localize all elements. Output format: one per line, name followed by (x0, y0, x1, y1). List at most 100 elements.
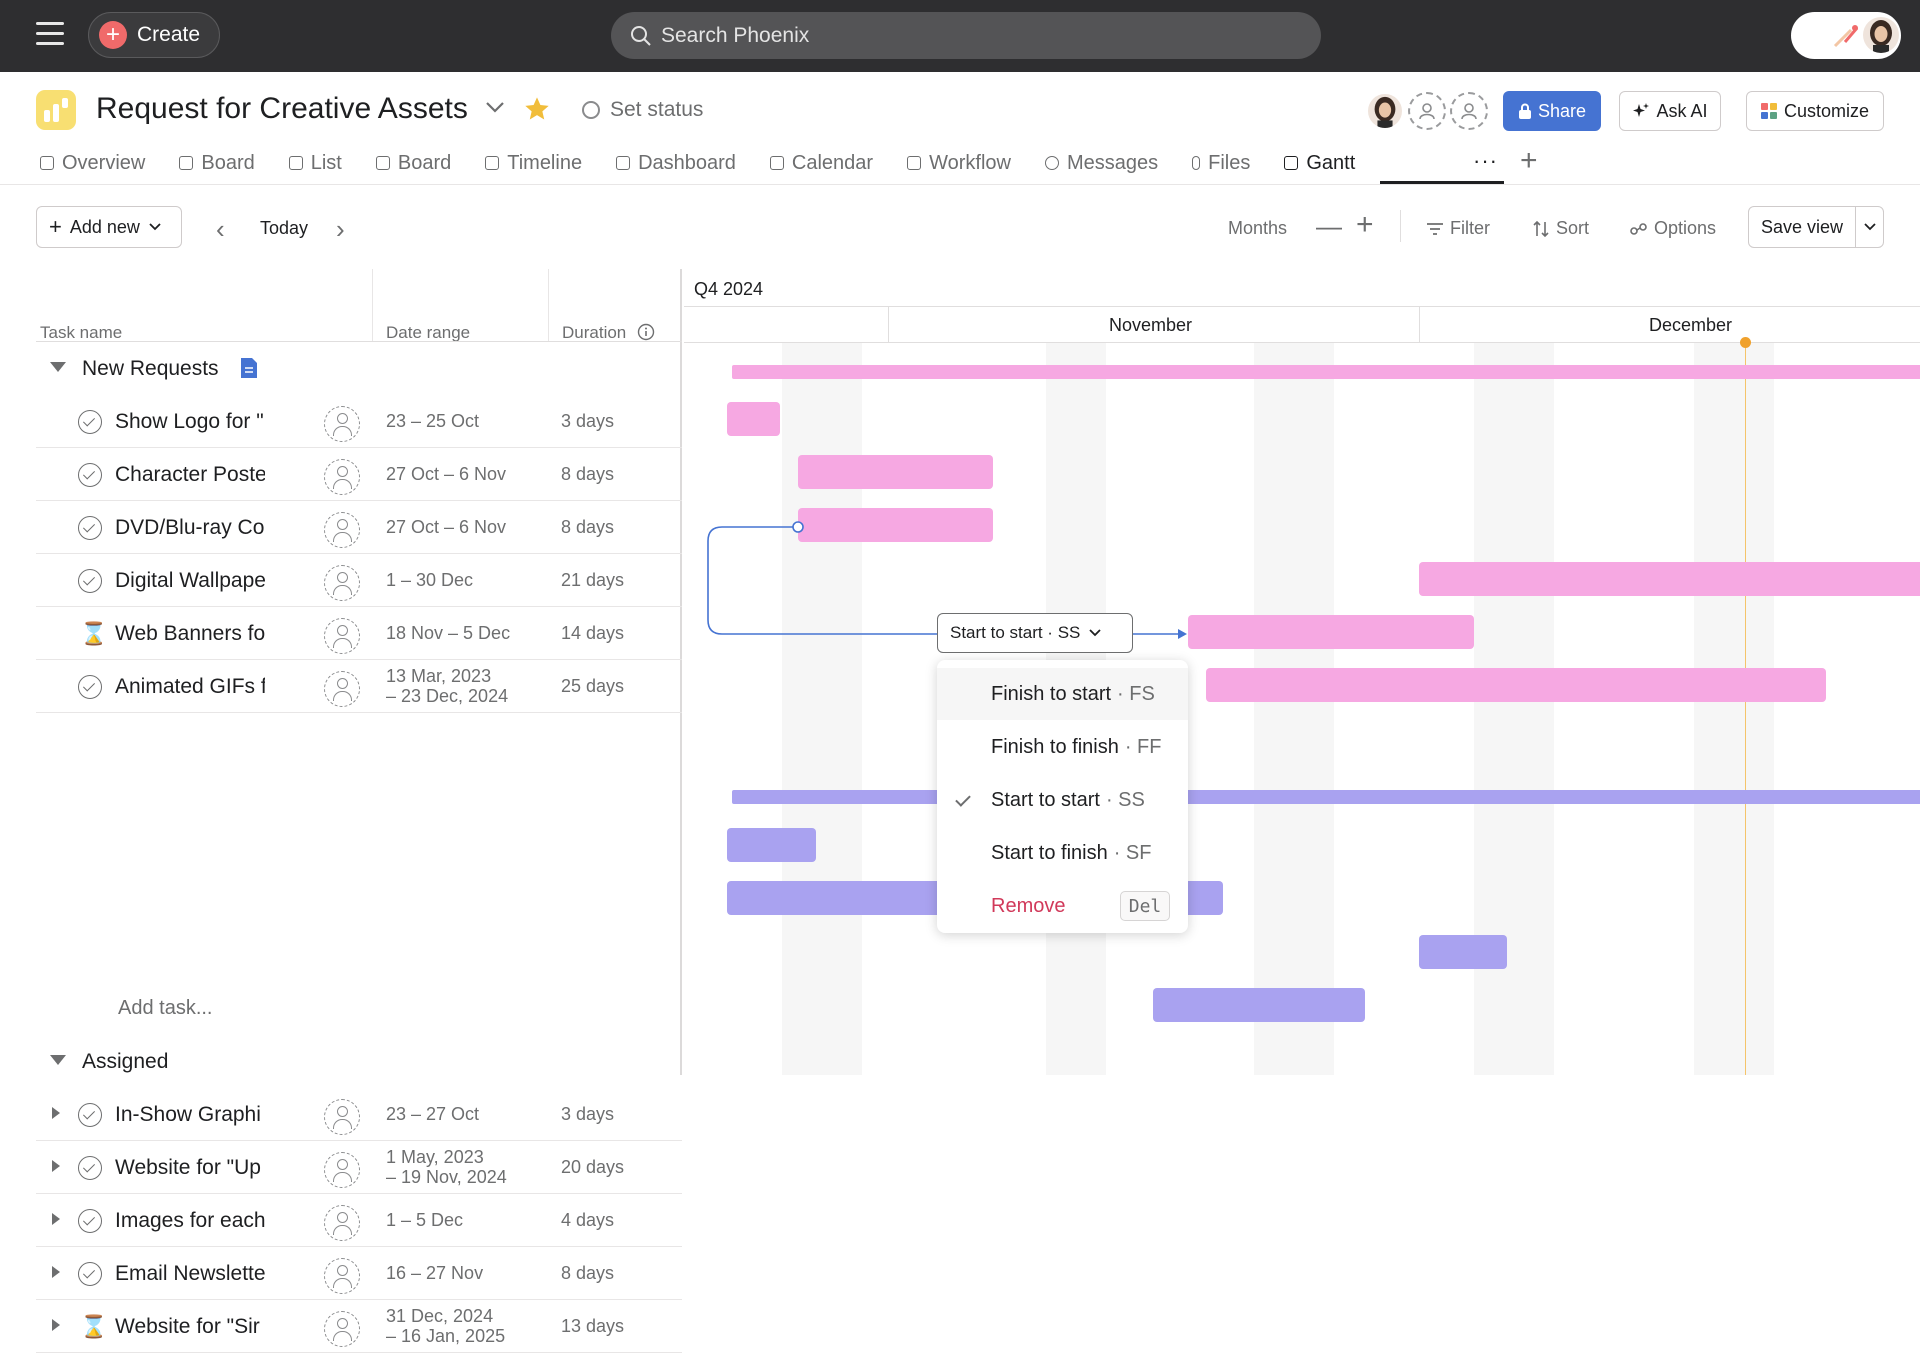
column-header-task-name[interactable]: Task name (40, 323, 123, 342)
check-icon[interactable] (78, 675, 102, 699)
column-header-date-range[interactable]: Date range (386, 323, 471, 342)
tab-calendar[interactable]: Calendar (769, 148, 873, 178)
tab-timeline[interactable]: Timeline (485, 148, 582, 178)
tab-dashboard[interactable]: Dashboard (616, 148, 736, 178)
member-avatars[interactable] (1366, 92, 1492, 130)
table-row[interactable]: Website for "Up 1 May, 2023– 19 Nov, 2024… (36, 1141, 682, 1194)
customize-button[interactable]: Customize (1746, 91, 1884, 131)
today-button[interactable]: Today (260, 218, 309, 238)
menu-icon[interactable] (36, 22, 64, 48)
avatar[interactable] (1366, 92, 1404, 130)
date-range[interactable]: 1 May, 2023– 19 Nov, 2024 (386, 1147, 507, 1187)
task-name[interactable]: Images for each (115, 1209, 265, 1232)
hourglass-icon[interactable]: ⌛ (80, 1314, 108, 1339)
menu-item-remove[interactable]: Remove Del (937, 880, 1188, 932)
assignee-icon[interactable] (324, 459, 360, 495)
filter-button[interactable]: Filter (1426, 218, 1490, 239)
check-icon[interactable] (78, 463, 102, 487)
date-range[interactable]: 16 – 27 Nov (386, 1263, 484, 1283)
task-name[interactable]: In-Show Graphi (115, 1103, 261, 1126)
assignee-icon[interactable] (324, 565, 360, 601)
tab-board[interactable]: Board (179, 148, 255, 178)
table-row[interactable]: ⌛ Web Banners fo 18 Nov – 5 Dec 14 days (36, 607, 682, 660)
dependency-type-select[interactable]: Start to start · SS (937, 613, 1133, 653)
date-range[interactable]: 1 – 30 Dec (386, 570, 474, 590)
table-row[interactable]: ⌛ Website for "Sir 31 Dec, 2024– 16 Jan, 2… (36, 1300, 682, 1353)
chevron-down-icon[interactable] (484, 100, 506, 114)
task-bar[interactable] (1419, 935, 1507, 969)
zoom-out-icon[interactable]: — (1316, 211, 1342, 241)
star-icon[interactable] (523, 95, 551, 123)
task-bar[interactable] (1206, 668, 1826, 702)
assignee-icon[interactable] (324, 671, 360, 707)
table-row[interactable]: Character Poste 27 Oct – 6 Nov 8 days (36, 448, 682, 501)
search-input[interactable]: Search Phoenix (611, 12, 1321, 59)
check-icon[interactable] (78, 410, 102, 434)
add-member-icon[interactable] (1450, 92, 1488, 130)
assignee-icon[interactable] (324, 406, 360, 442)
table-row[interactable]: Digital Wallpape 1 – 30 Dec 21 days (36, 554, 682, 607)
table-row[interactable]: In-Show Graphi 23 – 27 Oct 3 days (36, 1088, 682, 1141)
tab-board-2[interactable]: Board (375, 148, 451, 178)
caret-right-icon[interactable] (52, 1160, 60, 1172)
check-icon[interactable] (78, 1262, 102, 1286)
dependency-connector[interactable] (684, 269, 1920, 1075)
table-row[interactable]: DVD/Blu-ray Co 27 Oct – 6 Nov 8 days (36, 501, 682, 554)
task-name[interactable]: Animated GIFs f (115, 675, 265, 698)
menu-item-start-to-finish[interactable]: Start to finish · SF (991, 841, 1152, 864)
task-name[interactable]: Website for "Up (115, 1156, 261, 1179)
date-range[interactable]: 31 Dec, 2024– 16 Jan, 2025 (386, 1306, 506, 1346)
months-button[interactable]: Months (1228, 218, 1288, 238)
date-range[interactable]: 27 Oct – 6 Nov (386, 517, 507, 537)
add-member-icon[interactable] (1408, 92, 1446, 130)
tab-workflow[interactable]: Workflow (907, 148, 1011, 178)
share-button[interactable]: Share (1503, 91, 1601, 131)
assignee-icon[interactable] (324, 1152, 360, 1188)
assignee-icon[interactable] (324, 1311, 360, 1347)
table-row[interactable]: Show Logo for " 23 – 25 Oct 3 days (36, 395, 682, 448)
task-name[interactable]: Character Poste (115, 463, 265, 486)
task-bar[interactable] (727, 402, 780, 436)
task-name[interactable]: Show Logo for " (115, 410, 264, 433)
section-summary-bar[interactable] (732, 365, 1920, 379)
tab-gantt[interactable]: Gantt (1284, 148, 1355, 178)
add-new-button[interactable]: + Add new (36, 206, 182, 248)
caret-right-icon[interactable] (52, 1213, 60, 1225)
info-icon[interactable] (637, 323, 655, 341)
task-name[interactable]: Email Newslette (115, 1262, 265, 1285)
task-name[interactable]: Web Banners fo (115, 622, 265, 645)
table-row[interactable]: Animated GIFs f 13 Mar, 2023– 23 Dec, 202… (36, 660, 682, 713)
task-name[interactable]: Digital Wallpape (115, 569, 265, 592)
task-bar[interactable] (1419, 562, 1920, 596)
task-bar[interactable] (798, 508, 993, 542)
check-icon[interactable] (78, 1103, 102, 1127)
caret-right-icon[interactable] (52, 1319, 60, 1331)
chevron-right-icon[interactable]: › (336, 214, 345, 244)
task-name[interactable]: DVD/Blu-ray Co (115, 516, 265, 539)
tab-list[interactable]: List (288, 148, 342, 178)
caret-right-icon[interactable] (52, 1266, 60, 1278)
chevron-down-icon[interactable] (1855, 207, 1883, 247)
assignee-icon[interactable] (324, 1258, 360, 1294)
hourglass-icon[interactable]: ⌛ (80, 621, 108, 646)
task-bar[interactable] (1188, 615, 1474, 649)
set-status-button[interactable]: Set status (582, 98, 703, 122)
assignee-icon[interactable] (324, 1099, 360, 1135)
assignee-icon[interactable] (324, 618, 360, 654)
table-row[interactable]: Images for each 1 – 5 Dec 4 days (36, 1194, 682, 1247)
chevron-left-icon[interactable]: ‹ (216, 214, 225, 244)
sort-button[interactable]: Sort (1532, 218, 1589, 239)
ask-ai-button[interactable]: Ask AI (1619, 91, 1721, 131)
check-icon[interactable] (78, 516, 102, 540)
check-icon[interactable] (78, 1156, 102, 1180)
zoom-in-icon[interactable]: + (1356, 208, 1374, 241)
check-icon[interactable] (78, 569, 102, 593)
more-icon[interactable]: ··· (1473, 148, 1498, 173)
add-tab-icon[interactable]: + (1520, 144, 1538, 177)
caret-down-icon[interactable] (50, 1055, 66, 1065)
date-range[interactable]: 1 – 5 Dec (386, 1210, 464, 1230)
menu-item-finish-to-finish[interactable]: Finish to finish · FF (991, 735, 1162, 758)
document-icon[interactable] (238, 356, 260, 380)
table-row[interactable]: Email Newslette 16 – 27 Nov 8 days (36, 1247, 682, 1300)
task-bar[interactable] (798, 455, 993, 489)
